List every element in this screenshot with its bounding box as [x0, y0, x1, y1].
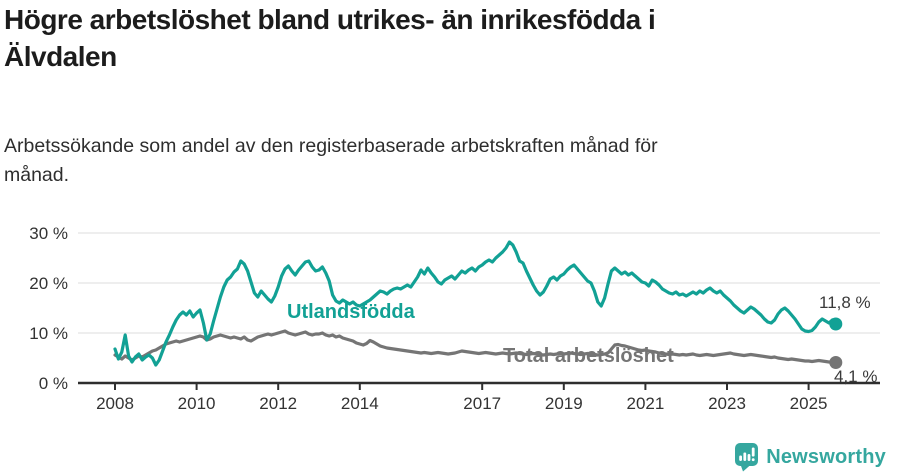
gridlines — [78, 232, 880, 334]
series-line-utlandsf-dda — [113, 240, 838, 367]
x-tick-label-2019: 2019 — [545, 394, 583, 413]
data-series — [113, 240, 843, 369]
title-line-1: Högre arbetslöshet bland utrikes- än inr… — [4, 4, 656, 35]
series-line-total-arbetsl-shet — [113, 329, 838, 365]
y-tick-label-30: 30 % — [29, 224, 68, 243]
chart-subtitle: Arbetssökande som andel av den registerb… — [4, 132, 896, 190]
x-tick-label-2008: 2008 — [96, 394, 134, 413]
series-end-dot-total-arbetsl-shet — [829, 356, 843, 369]
newsworthy-wordmark: Newsworthy — [766, 445, 886, 468]
series-label-utlandsfodda: Utlandsfödda — [287, 301, 415, 323]
y-tick-label-0: 0 % — [39, 374, 68, 393]
subtitle-line-2: månad. — [4, 163, 70, 186]
x-tick-label-2010: 2010 — [178, 394, 216, 413]
page-title: Högre arbetslöshet bland utrikes- än inr… — [4, 2, 896, 76]
x-axis — [78, 381, 880, 390]
x-tick-label-2017: 2017 — [463, 394, 501, 413]
x-axis-labels: 2008 2010 2012 2014 2017 2019 2021 2023 2025 — [96, 394, 827, 413]
x-tick-label-2025: 2025 — [790, 394, 828, 413]
series-end-dot-utlandsf-dda — [829, 317, 843, 331]
y-tick-label-20: 20 % — [29, 274, 68, 293]
y-axis-labels: 30 % 20 % 10 % 0 % — [29, 224, 68, 393]
series-label-total-arbetsloshet: Total arbetslöshet — [503, 345, 674, 367]
x-tick-label-2014: 2014 — [341, 394, 379, 413]
newsworthy-logo[interactable]: Newsworthy — [734, 442, 886, 472]
x-tick-label-2021: 2021 — [626, 394, 664, 413]
end-value-total: 4,1 % — [834, 367, 878, 386]
subtitle-line-1: Arbetssökande som andel av den registerb… — [4, 135, 658, 157]
x-tick-label-2023: 2023 — [708, 394, 746, 413]
title-line-2: Älvdalen — [4, 40, 117, 72]
x-tick-label-2012: 2012 — [259, 394, 297, 413]
y-tick-label-10: 10 % — [29, 324, 68, 343]
end-value-utlandsfodda: 11,8 % — [819, 293, 871, 312]
newsworthy-bubble-icon — [735, 443, 759, 472]
